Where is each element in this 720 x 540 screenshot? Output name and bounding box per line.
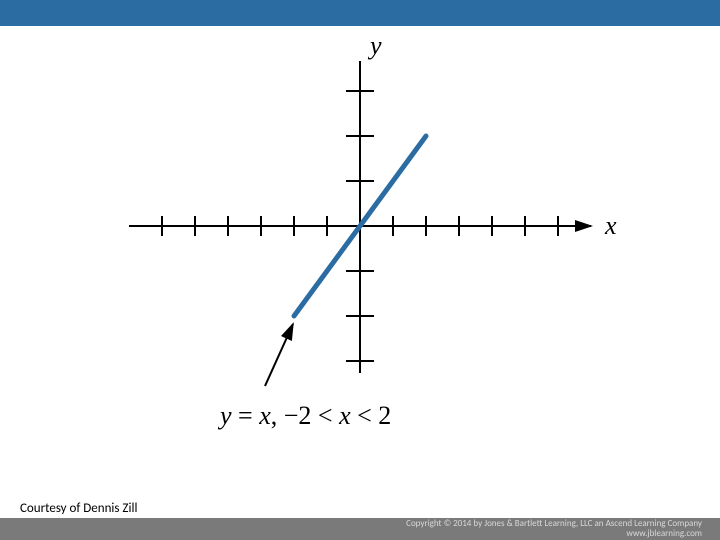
copyright-line-2: www.jblearning.com: [626, 528, 702, 539]
slide: xyy = x, −2 < x < 2 Figure 12. F0303: Od…: [0, 0, 720, 540]
copyright-text: Copyright © 2014 by Jones & Bartlett Lea…: [406, 519, 702, 539]
figure-area: x y y = x, −2 < x < 2: [0, 26, 720, 513]
svg-text:x: x: [604, 211, 617, 240]
graph-plot: x y y = x, −2 < x < 2: [80, 26, 640, 436]
footer-bar: Copyright © 2014 by Jones & Bartlett Lea…: [0, 518, 720, 540]
courtesy-text: Courtesy of Dennis Zill: [20, 501, 137, 516]
svg-text:y: y: [367, 31, 382, 60]
header-bar: [0, 0, 720, 26]
figure-box: x y y = x, −2 < x < 2: [80, 26, 640, 436]
svg-text:y = x, −2 < x < 2: y = x, −2 < x < 2: [217, 401, 391, 430]
